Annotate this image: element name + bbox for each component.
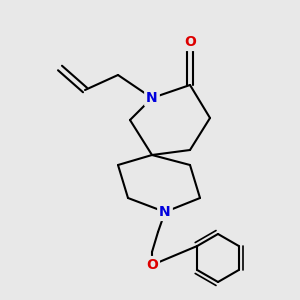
Text: O: O	[184, 35, 196, 49]
Text: O: O	[146, 258, 158, 272]
Text: N: N	[159, 205, 171, 219]
Text: N: N	[146, 91, 158, 105]
